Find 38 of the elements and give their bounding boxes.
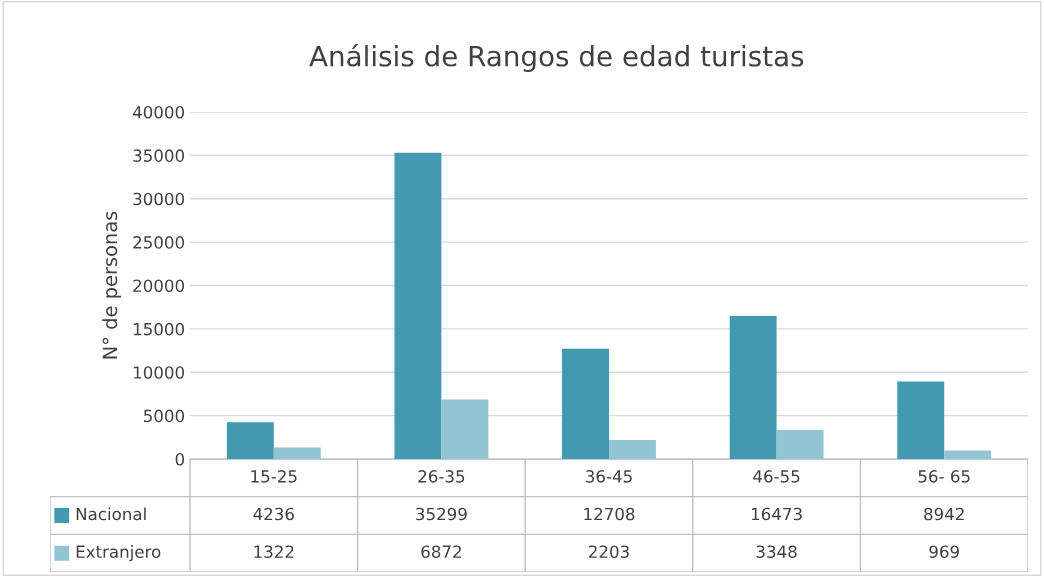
data-label: 16473 xyxy=(751,507,802,521)
bar xyxy=(226,422,274,459)
y-tick-label: 10000 xyxy=(133,366,185,379)
y-tick-label: 5000 xyxy=(144,409,185,423)
x-tick-label: 26-35 xyxy=(418,470,465,483)
y-tick-label: 35000 xyxy=(133,149,185,162)
bar xyxy=(729,316,777,459)
bar xyxy=(562,348,609,459)
bar xyxy=(609,439,656,459)
x-tick-label: 56- 65 xyxy=(918,470,970,483)
chart-title: Análisis de Rangos de edad turistas xyxy=(309,44,804,72)
y-tick-label: 0 xyxy=(175,452,185,466)
y-tick-label: 40000 xyxy=(132,105,185,119)
data-label: 969 xyxy=(929,545,959,558)
data-label: 6872 xyxy=(421,545,461,558)
y-tick-label: 20000 xyxy=(133,279,185,293)
bar xyxy=(394,152,442,459)
x-tick-label: 15-25 xyxy=(251,470,297,483)
x-tick-label: 36-45 xyxy=(586,470,632,483)
data-label: 8942 xyxy=(924,507,964,521)
data-label: 2203 xyxy=(589,545,629,558)
data-label: 12708 xyxy=(584,507,635,521)
data-label: 4236 xyxy=(253,507,294,521)
y-axis-title: N° de personas xyxy=(102,211,122,359)
data-label: 35299 xyxy=(416,507,467,521)
bar xyxy=(944,450,992,459)
y-tick-label: 25000 xyxy=(133,236,185,249)
bar xyxy=(897,381,945,459)
bar xyxy=(273,447,321,459)
x-tick-label: 46-55 xyxy=(753,470,800,483)
y-tick-label: 30000 xyxy=(133,192,185,206)
legend-label: Nacional xyxy=(76,507,146,521)
y-tick-label: 15000 xyxy=(133,322,185,336)
legend-label: Extranjero xyxy=(76,545,161,562)
data-label: 1322 xyxy=(254,545,294,558)
bar xyxy=(441,399,489,459)
bar xyxy=(776,429,824,459)
data-label: 3348 xyxy=(756,545,797,558)
